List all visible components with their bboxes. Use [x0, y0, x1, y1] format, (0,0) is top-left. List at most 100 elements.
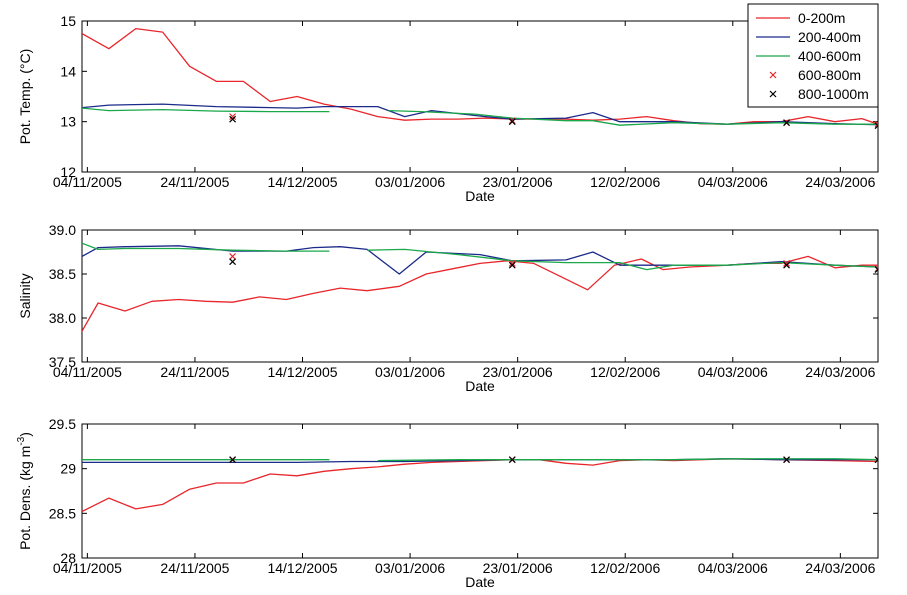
marker-stroke: [874, 456, 878, 461]
y-tick-label: 14: [60, 63, 76, 79]
legend-entry: 200-400m: [756, 29, 861, 45]
series-line-400-600m: [388, 109, 878, 126]
plot-frame: [81, 229, 879, 363]
marker-stroke: [874, 122, 878, 127]
marker-stroke: [783, 119, 790, 127]
marker-stroke: [229, 258, 237, 266]
marker-stroke: [229, 456, 237, 464]
marker-point-800-1000m: [508, 456, 516, 464]
x-axis-title: Date: [465, 378, 495, 394]
marker-point-800-1000m: [783, 119, 790, 127]
marker-stroke: [229, 113, 237, 121]
legend-label: 600-800m: [798, 67, 861, 83]
x-tick-label: 14/12/2005: [267, 174, 337, 190]
x-tick-label: 24/03/2006: [805, 364, 875, 380]
y-axis-title: Pot. Dens. (kg m-3): [16, 432, 33, 550]
marker-point-600-800m: [508, 117, 516, 125]
legend-marker-swatch: [769, 71, 777, 79]
chart-panel-1: 12 13 14 15 04/11/2005 24/11/2005 14/12/2005 03…: [17, 13, 879, 204]
marker-stroke: [874, 266, 878, 271]
legend-label: 400-600m: [798, 48, 861, 64]
marker-stroke: [508, 456, 516, 464]
y-axis-title: Salinity: [17, 273, 33, 318]
y-tick-label: 29.5: [49, 416, 76, 432]
marker-point-800-1000m: [508, 261, 516, 269]
marker-stroke: [783, 261, 790, 269]
data-layer: [82, 242, 878, 332]
series-line-400-600m: [82, 107, 330, 113]
x-axis-title: Date: [465, 188, 495, 204]
marker-point-800-1000m: [874, 456, 878, 464]
x-tick-label: 03/01/2006: [375, 174, 445, 190]
x-tick-label: 03/01/2006: [375, 364, 445, 380]
legend-label: 800-1000m: [798, 86, 869, 102]
marker-stroke: [229, 252, 237, 260]
y-tick-label: 13: [60, 114, 76, 130]
marker-point-600-800m: [229, 113, 237, 121]
x-tick-label: 14/12/2005: [267, 364, 337, 380]
x-tick-label: 24/03/2006: [805, 560, 875, 576]
series-line-0-200m: [82, 458, 878, 513]
marker-stroke: [874, 120, 878, 126]
marker-stroke: [874, 123, 878, 128]
marker-point-800-1000m: [783, 456, 790, 464]
marker-point-600-800m: [874, 265, 878, 273]
series-line-200-400m: [82, 245, 878, 275]
x-tick-label: 24/11/2005: [160, 174, 229, 190]
x-tick-label: 24/11/2005: [160, 364, 229, 380]
series-line-0-200m: [82, 27, 878, 125]
x-tick-label: 23/01/2006: [483, 560, 553, 576]
marker-stroke: [874, 267, 878, 273]
panels: 12 13 14 15 04/11/2005 24/11/2005 14/12/2005 03…: [16, 13, 879, 590]
x-tick-label: 12/02/2006: [590, 174, 660, 190]
legend-entry: 400-600m: [756, 48, 861, 64]
y-tick-label: 29: [60, 461, 76, 477]
marker-stroke: [874, 124, 878, 130]
marker-point-800-1000m: [783, 261, 790, 269]
x-tick-label: 12/02/2006: [590, 364, 660, 380]
x-tick-label: 24/11/2005: [160, 560, 229, 576]
legend-entry: 600-800m: [769, 67, 861, 83]
y-tick-label: 38.5: [49, 266, 76, 282]
x-tick-label: 14/12/2005: [267, 560, 337, 576]
legend-label: 200-400m: [798, 29, 861, 45]
y-axis-title-suffix: ): [17, 432, 33, 437]
series-line-400-600m: [82, 242, 330, 252]
marker-point-800-1000m: [229, 258, 237, 266]
x-tick-label: 04/11/2005: [53, 560, 122, 576]
marker-point-600-800m: [874, 120, 878, 128]
marker-point-600-800m: [783, 260, 790, 267]
x-tick-label: 04/03/2006: [698, 174, 768, 190]
marker-point-800-1000m: [874, 122, 878, 130]
y-tick-label: 28: [60, 550, 76, 566]
data-layer: [82, 27, 878, 130]
legend-entry: 800-1000m: [769, 86, 869, 102]
marker-point-800-1000m: [874, 266, 878, 274]
x-tick-label: 23/01/2006: [483, 174, 553, 190]
chart-panel-3: 28 28.5 29 29.5 04/11/2005 24/11/2005 14/12/20…: [16, 416, 879, 590]
marker-stroke: [508, 118, 516, 126]
y-tick-label: 12: [60, 164, 76, 180]
x-tick-label: 04/11/2005: [53, 364, 122, 380]
y-tick-label: 38.0: [49, 310, 76, 326]
legend-marker-swatch: [769, 90, 777, 98]
marker-stroke: [229, 115, 237, 123]
marker-point-600-800m: [229, 252, 237, 260]
legend: 0-200m 200-400m 400-600m 600-800m 800-1000m: [747, 3, 879, 108]
marker-stroke: [783, 260, 790, 267]
chart-panel-2: 37.5 38.0 38.5 39.0 04/11/2005 24/11/2005 14/1…: [17, 222, 879, 394]
marker-stroke: [874, 268, 878, 274]
series-line-0-200m: [82, 255, 878, 332]
x-tick-label: 24/03/2006: [805, 174, 875, 190]
legend-entry: 0-200m: [756, 10, 845, 26]
x-tick-label: 03/01/2006: [375, 560, 445, 576]
y-tick-label: 15: [60, 13, 76, 29]
x-tick-label: 04/03/2006: [698, 560, 768, 576]
marker-stroke: [874, 458, 878, 464]
series-line-400-600m: [367, 248, 878, 271]
marker-stroke: [508, 261, 516, 269]
x-tick-label: 12/02/2006: [590, 560, 660, 576]
y-tick-label: 28.5: [49, 505, 76, 521]
plot-frame: [81, 423, 879, 559]
y-axis-title-superscript: -3: [16, 436, 27, 445]
